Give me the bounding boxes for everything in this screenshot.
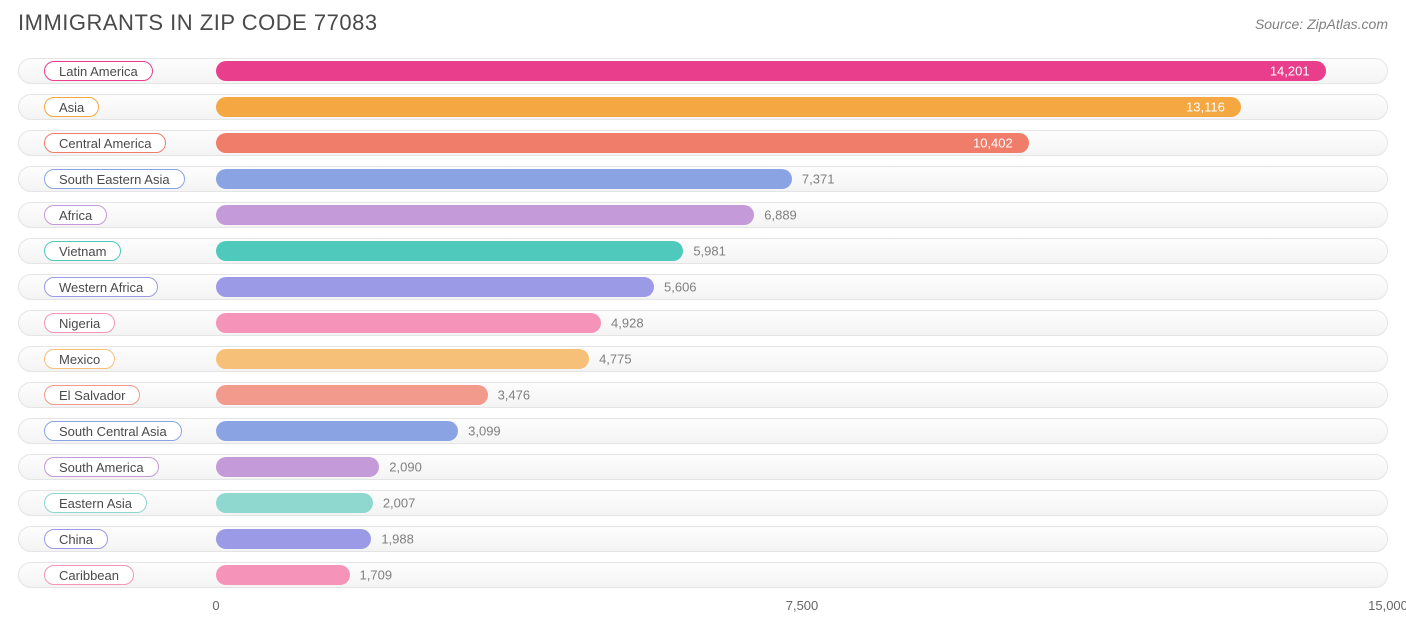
bar bbox=[216, 277, 654, 297]
category-label: Mexico bbox=[44, 349, 115, 369]
axis-tick: 0 bbox=[212, 598, 219, 613]
value-label: 4,775 bbox=[599, 352, 632, 367]
value-label: 2,090 bbox=[389, 460, 422, 475]
bar bbox=[216, 349, 589, 369]
table-row: South Central Asia 3,099 bbox=[18, 414, 1388, 448]
table-row: Caribbean 1,709 bbox=[18, 558, 1388, 592]
value-label: 4,928 bbox=[611, 316, 644, 331]
value-label: 3,476 bbox=[498, 388, 531, 403]
table-row: El Salvador 3,476 bbox=[18, 378, 1388, 412]
bar bbox=[216, 241, 683, 261]
bar bbox=[216, 421, 458, 441]
bar bbox=[216, 97, 1241, 117]
category-label: South Central Asia bbox=[44, 421, 182, 441]
axis-tick: 15,000 bbox=[1368, 598, 1406, 613]
category-label: El Salvador bbox=[44, 385, 140, 405]
chart-source: Source: ZipAtlas.com bbox=[1255, 16, 1388, 32]
table-row: Africa 6,889 bbox=[18, 198, 1388, 232]
value-label: 3,099 bbox=[468, 424, 501, 439]
category-label: Vietnam bbox=[44, 241, 121, 261]
table-row: Asia 13,116 bbox=[18, 90, 1388, 124]
bar bbox=[216, 169, 792, 189]
bar bbox=[216, 493, 373, 513]
category-label: Eastern Asia bbox=[44, 493, 147, 513]
value-label: 5,606 bbox=[664, 280, 697, 295]
category-label: Nigeria bbox=[44, 313, 115, 333]
bar bbox=[216, 61, 1326, 81]
value-label: 2,007 bbox=[383, 496, 416, 511]
value-label: 10,402 bbox=[973, 136, 1029, 151]
category-label: China bbox=[44, 529, 108, 549]
table-row: Nigeria 4,928 bbox=[18, 306, 1388, 340]
chart-plot-area: Latin America 14,201 Asia 13,116 Central Ame… bbox=[18, 54, 1388, 592]
table-row: Vietnam 5,981 bbox=[18, 234, 1388, 268]
category-label: Latin America bbox=[44, 61, 153, 81]
bar bbox=[216, 133, 1029, 153]
axis-tick: 7,500 bbox=[786, 598, 819, 613]
table-row: Eastern Asia 2,007 bbox=[18, 486, 1388, 520]
value-label: 7,371 bbox=[802, 172, 835, 187]
bar bbox=[216, 565, 350, 585]
value-label: 1,709 bbox=[360, 568, 393, 583]
table-row: South America 2,090 bbox=[18, 450, 1388, 484]
value-label: 5,981 bbox=[693, 244, 726, 259]
bar bbox=[216, 457, 379, 477]
chart-container: IMMIGRANTS IN ZIP CODE 77083 Source: Zip… bbox=[0, 0, 1406, 643]
table-row: Central America 10,402 bbox=[18, 126, 1388, 160]
table-row: Latin America 14,201 bbox=[18, 54, 1388, 88]
category-label: Africa bbox=[44, 205, 107, 225]
value-label: 6,889 bbox=[764, 208, 797, 223]
category-label: Asia bbox=[44, 97, 99, 117]
category-label: Western Africa bbox=[44, 277, 158, 297]
value-label: 1,988 bbox=[381, 532, 414, 547]
table-row: Western Africa 5,606 bbox=[18, 270, 1388, 304]
value-label: 13,116 bbox=[1186, 100, 1241, 115]
table-row: South Eastern Asia 7,371 bbox=[18, 162, 1388, 196]
bar bbox=[216, 205, 754, 225]
category-label: South Eastern Asia bbox=[44, 169, 185, 189]
chart-x-axis: 07,50015,000 bbox=[18, 598, 1388, 624]
bar bbox=[216, 313, 601, 333]
chart-header: IMMIGRANTS IN ZIP CODE 77083 Source: Zip… bbox=[18, 10, 1388, 36]
table-row: China 1,988 bbox=[18, 522, 1388, 556]
bar bbox=[216, 385, 488, 405]
table-row: Mexico 4,775 bbox=[18, 342, 1388, 376]
category-label: Central America bbox=[44, 133, 166, 153]
category-label: South America bbox=[44, 457, 159, 477]
bar bbox=[216, 529, 371, 549]
chart-title: IMMIGRANTS IN ZIP CODE 77083 bbox=[18, 10, 378, 36]
value-label: 14,201 bbox=[1270, 64, 1326, 79]
category-label: Caribbean bbox=[44, 565, 134, 585]
